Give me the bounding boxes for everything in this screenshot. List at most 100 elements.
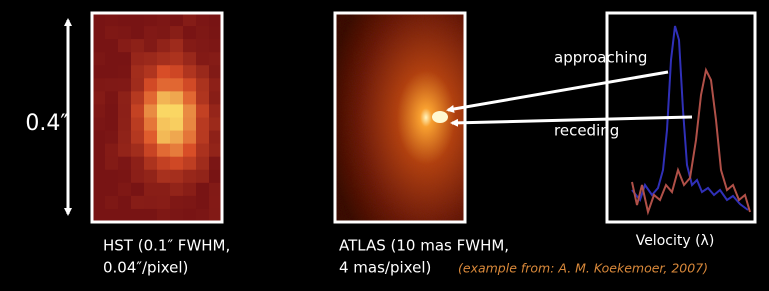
hst-pixel [209, 26, 223, 40]
hst-pixel [131, 157, 145, 171]
hst-caption-line: 0.04″/pixel) [103, 259, 188, 277]
hst-pixel [196, 170, 210, 184]
hst-pixel [196, 144, 210, 158]
hst-pixel [170, 39, 184, 53]
hst-pixel [118, 52, 132, 66]
hst-pixel [92, 209, 106, 223]
hst-pixel [209, 157, 223, 171]
hst-pixel [144, 170, 158, 184]
hst-pixel [105, 65, 119, 79]
hst-pixel [105, 13, 119, 27]
hst-pixel [196, 78, 210, 92]
hst-pixel [118, 65, 132, 79]
hst-pixel [209, 144, 223, 158]
hst-pixel [196, 39, 210, 53]
hst-pixel [105, 78, 119, 92]
hst-pixel [92, 39, 106, 53]
hst-pixel [209, 170, 223, 184]
hst-pixel [118, 209, 132, 223]
slide: 0.4″ Velocity (λ) approaching receding H… [0, 0, 769, 291]
hst-pixel [170, 183, 184, 197]
hst-pixel [92, 183, 106, 197]
hst-pixel [157, 183, 171, 197]
hst-pixel [92, 196, 106, 210]
hst-pixel [209, 209, 223, 223]
hst-pixel [170, 52, 184, 66]
hst-pixel [131, 26, 145, 40]
hst-pixel [170, 91, 184, 105]
hst-pixel [105, 26, 119, 40]
hst-pixel [196, 196, 210, 210]
hst-pixel [131, 52, 145, 66]
hst-pixel [131, 104, 145, 118]
hst-pixel [118, 91, 132, 105]
hst-pixel [157, 144, 171, 158]
hst-pixel [118, 118, 132, 132]
hst-pixel [131, 183, 145, 197]
hst-pixel [144, 144, 158, 158]
hst-pixel [183, 209, 197, 223]
hst-pixel [157, 104, 171, 118]
hst-pixel [183, 13, 197, 27]
hst-pixel [118, 144, 132, 158]
hst-pixel [144, 131, 158, 145]
hst-pixel [118, 183, 132, 197]
hst-pixel [92, 157, 106, 171]
hst-pixel [170, 104, 184, 118]
hst-pixel [105, 157, 119, 171]
hst-pixel [144, 104, 158, 118]
hst-pixel [131, 118, 145, 132]
hst-pixel [92, 13, 106, 27]
hst-pixel [196, 52, 210, 66]
hst-pixel [196, 104, 210, 118]
hst-pixel [183, 157, 197, 171]
hst-pixel [196, 209, 210, 223]
hst-pixel [105, 91, 119, 105]
hst-pixel [183, 104, 197, 118]
hst-pixel [157, 118, 171, 132]
hst-pixel [170, 144, 184, 158]
atlas-caption-line: ATLAS (10 mas FWHM, [339, 237, 509, 255]
hst-pixel [105, 118, 119, 132]
hst-pixel [105, 131, 119, 145]
hst-pixel [183, 26, 197, 40]
hst-pixel [144, 196, 158, 210]
hst-pixel [105, 209, 119, 223]
hst-image [92, 13, 223, 223]
hst-pixel [183, 170, 197, 184]
hst-pixel [183, 131, 197, 145]
hst-pixel [144, 209, 158, 223]
hst-pixel [170, 196, 184, 210]
hst-pixel [157, 26, 171, 40]
hst-pixel [196, 13, 210, 27]
hst-pixel [183, 183, 197, 197]
page: 0.4″ Velocity (λ) approaching receding H… [0, 0, 769, 291]
hst-caption-line: HST (0.1″ FWHM, [103, 237, 230, 255]
hst-pixel [105, 170, 119, 184]
hst-pixel [170, 157, 184, 171]
hst-pixel [92, 104, 106, 118]
hst-pixel [118, 170, 132, 184]
hst-pixel [157, 91, 171, 105]
hst-pixel [157, 196, 171, 210]
hst-pixel [183, 78, 197, 92]
hst-pixel [144, 78, 158, 92]
hst-pixel [209, 131, 223, 145]
hst-pixel [131, 170, 145, 184]
hst-pixel [118, 157, 132, 171]
spectrum-xlabel: Velocity (λ) [636, 233, 715, 249]
hst-pixel [118, 104, 132, 118]
hst-pixel [209, 13, 223, 27]
hst-pixel [209, 183, 223, 197]
hst-pixel [144, 26, 158, 40]
hst-pixel [144, 65, 158, 79]
hst-pixel [118, 131, 132, 145]
hst-pixel [131, 144, 145, 158]
hst-pixel [105, 104, 119, 118]
hst-pixel [144, 118, 158, 132]
hst-pixel [170, 209, 184, 223]
hst-pixel [157, 131, 171, 145]
hst-pixel [144, 183, 158, 197]
hst-pixel [157, 39, 171, 53]
hst-pixel [144, 91, 158, 105]
